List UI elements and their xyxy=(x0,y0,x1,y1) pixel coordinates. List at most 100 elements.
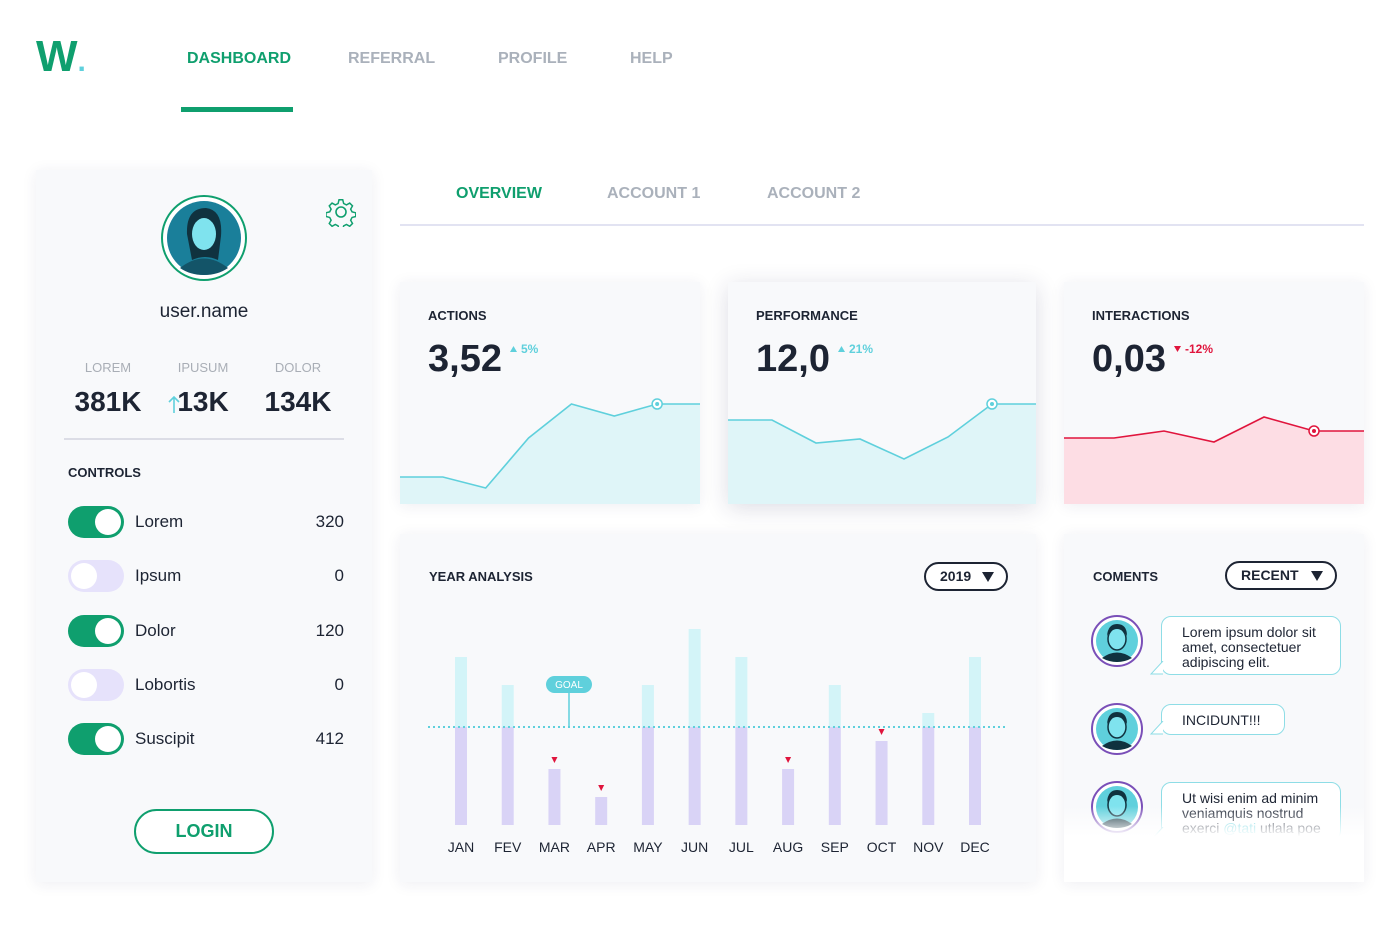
sparkline-area xyxy=(1064,417,1364,504)
bar xyxy=(455,727,467,825)
stat-label: LOREM xyxy=(84,360,132,375)
arrow xyxy=(168,396,180,413)
bar-chart: JAN FEV MAR APR MAY JUN JUL AUG SEP OCT NOV DEC GOAL xyxy=(428,629,1006,855)
x-tick-label: JUN xyxy=(681,839,708,855)
x-tick-label: JAN xyxy=(448,839,474,855)
change-label: 21% xyxy=(849,342,874,356)
fade-overlay xyxy=(1064,806,1364,882)
comments-selector[interactable]: RECENT xyxy=(1225,561,1337,590)
controls-title: CONTROLS xyxy=(68,465,141,480)
triangle xyxy=(1174,346,1181,352)
bar xyxy=(828,727,841,825)
bar xyxy=(735,727,748,825)
settings-icon[interactable] xyxy=(326,197,356,227)
tab[interactable]: ACCOUNT 2 xyxy=(767,185,861,202)
sparkline-line xyxy=(728,403,1036,460)
bubble-tail xyxy=(1150,721,1164,735)
logo-letter: W xyxy=(36,32,78,81)
sparkline-marker-dot xyxy=(1312,429,1316,433)
sparkline-line xyxy=(400,403,700,489)
avatar-hair xyxy=(1107,790,1127,802)
toggle[interactable] xyxy=(67,505,125,539)
sparkline-marker-dot xyxy=(990,402,994,406)
bar-over-goal xyxy=(641,685,654,727)
comment-avatar xyxy=(1091,615,1143,667)
metric-card: INTERACTIONS 0,03 -12% xyxy=(1064,282,1364,504)
x-tick-label: MAY xyxy=(633,839,663,855)
metric-title: PERFORMANCE xyxy=(756,308,858,323)
tab[interactable]: OVERVIEW xyxy=(456,185,542,202)
stat-value: 381K xyxy=(74,386,142,417)
toggle[interactable] xyxy=(67,668,125,702)
control-label: Suscipit xyxy=(135,729,195,749)
comment-bubble: INCIDUNT!!! xyxy=(1161,704,1285,735)
login-button[interactable]: LOGIN xyxy=(134,809,274,854)
toggle-knob xyxy=(95,726,121,753)
control-label: Dolor xyxy=(135,620,176,640)
dropdown-arrow xyxy=(982,572,994,582)
bar-over-goal xyxy=(501,685,514,727)
metric-change: -12% xyxy=(1174,342,1213,356)
comment-avatar xyxy=(1091,703,1143,755)
nav-item[interactable]: HELP xyxy=(630,50,673,67)
sparkline xyxy=(728,398,1036,504)
x-tick-label: FEV xyxy=(494,839,522,855)
bar xyxy=(922,727,935,825)
toggle-knob xyxy=(95,617,121,644)
stat-value: 13K xyxy=(177,386,229,417)
comments-card: COMENTS RECENT Lorem ipsum dolor sit ame… xyxy=(1064,534,1364,882)
avatar-hair xyxy=(1107,712,1127,724)
control-value: 412 xyxy=(315,729,344,749)
below-goal-marker xyxy=(598,785,605,791)
bar xyxy=(782,769,795,825)
control-label: Ipsum xyxy=(135,566,182,586)
metric-change: 21% xyxy=(838,342,873,356)
metric-title: ACTIONS xyxy=(428,308,487,323)
avatar-hair xyxy=(1107,624,1127,636)
sparkline-marker-dot xyxy=(655,402,660,406)
chart-title: YEAR ANALYSIS xyxy=(429,569,533,584)
nav-item[interactable]: DASHBOARD xyxy=(187,50,291,67)
tail xyxy=(1150,721,1164,735)
tab-divider xyxy=(400,224,1364,226)
triangle xyxy=(838,346,845,352)
nav-item[interactable]: REFERRAL xyxy=(348,50,436,67)
comments-selector-label: RECENT xyxy=(1241,567,1299,583)
avatar-body xyxy=(1102,740,1132,750)
username: user.name xyxy=(159,301,249,322)
control-value: 0 xyxy=(334,566,344,586)
logo[interactable]: W. xyxy=(36,32,86,82)
bar-over-goal xyxy=(455,657,467,727)
x-tick-label: APR xyxy=(587,839,616,855)
toggle-knob xyxy=(71,671,97,698)
bar-over-goal xyxy=(922,713,935,727)
bar xyxy=(595,797,608,825)
below-goal-marker xyxy=(878,729,885,735)
tab[interactable]: ACCOUNT 1 xyxy=(607,185,701,202)
comment-text: INCIDUNT!!! xyxy=(1182,712,1261,728)
nav-underline xyxy=(181,107,293,112)
metric-value: 0,03 xyxy=(1092,338,1166,380)
trend-down-icon xyxy=(1174,346,1181,352)
bar xyxy=(548,769,561,825)
goal-pill xyxy=(546,676,592,693)
stat-label: DOLOR xyxy=(274,360,322,375)
control-value: 320 xyxy=(315,512,344,531)
tail xyxy=(1150,661,1164,675)
toggle[interactable] xyxy=(67,559,125,593)
avatar-body xyxy=(1102,652,1132,662)
metric-value: 3,52 xyxy=(428,338,502,380)
change-label: 5% xyxy=(521,342,539,356)
avatar-face xyxy=(192,218,216,250)
toggle[interactable] xyxy=(67,614,125,648)
below-goal-marker xyxy=(551,757,558,763)
triangle xyxy=(510,346,517,352)
profile-divider xyxy=(64,438,344,440)
toggle[interactable] xyxy=(67,722,125,756)
sparkline-area xyxy=(728,404,1036,504)
below-goal-marker xyxy=(785,757,792,763)
year-selector[interactable]: 2019 xyxy=(924,562,1008,591)
nav-item[interactable]: PROFILE xyxy=(498,50,568,67)
sparkline xyxy=(1064,416,1364,504)
